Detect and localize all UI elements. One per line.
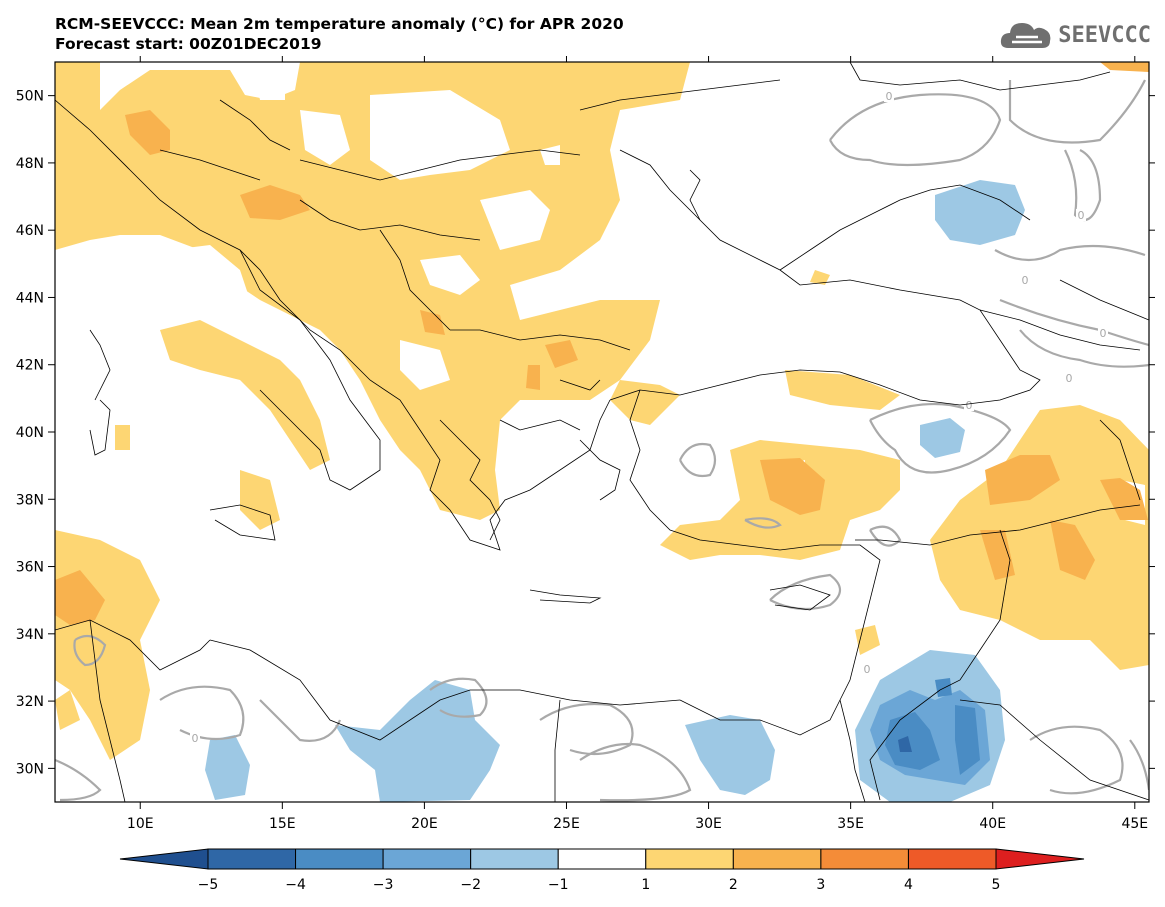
colorbar-segment	[382, 848, 472, 870]
contour-label: 0	[1100, 327, 1107, 340]
colorbar-label: −2	[460, 877, 481, 893]
title-line-1: RCM-SEEVCCC: Mean 2m temperature anomaly…	[55, 15, 624, 33]
y-tick-label: 44N	[16, 290, 44, 306]
cool-anomaly-4-5	[898, 736, 912, 752]
x-tick-label: 40E	[979, 816, 1006, 832]
x-tick-label: 10E	[127, 816, 154, 832]
zero-contours	[55, 79, 1149, 802]
contour-label: 0	[192, 732, 199, 745]
x-tick-label: 45E	[1121, 816, 1148, 832]
colorbar-segment	[820, 848, 909, 870]
title-line-2: Forecast start: 00Z01DEC2019	[55, 35, 322, 53]
map-fields: 0 0 0 0 0 0 0 0	[55, 62, 1149, 802]
y-tick-label: 32N	[16, 694, 44, 710]
colorbar-arrow-low	[119, 848, 209, 870]
colorbar-segment	[732, 848, 822, 870]
y-tick-label: 42N	[16, 358, 44, 374]
y-tick-label: 48N	[16, 156, 44, 172]
logo-text: SEEVCCC	[1058, 22, 1151, 48]
y-tick-label: 38N	[16, 492, 44, 508]
colorbar-label: 3	[816, 877, 825, 893]
colorbar-segment	[645, 848, 734, 870]
coastlines-and-borders	[55, 62, 1149, 802]
y-tick-label: 34N	[16, 627, 44, 643]
colorbar-label: 4	[904, 877, 913, 893]
contour-label: 0	[1066, 372, 1073, 385]
colorbar-arrow-high	[995, 848, 1085, 870]
x-tick-label: 30E	[695, 816, 722, 832]
colorbar-segment	[470, 848, 559, 870]
x-tick-label: 25E	[553, 816, 580, 832]
contour-label: 0	[966, 399, 973, 412]
y-tick-label: 50N	[16, 89, 44, 105]
colorbar-segment	[907, 848, 997, 870]
contour-label: 0	[1078, 209, 1085, 222]
seevccc-logo: SEEVCCC	[1000, 18, 1151, 52]
colorbar-label: −3	[373, 877, 394, 893]
y-tick-label: 46N	[16, 223, 44, 239]
contour-label: 0	[1022, 274, 1029, 287]
x-tick-label: 15E	[269, 816, 296, 832]
x-tick-label: 20E	[411, 816, 438, 832]
colorbar-label: −1	[548, 877, 569, 893]
cloud-icon	[1001, 23, 1051, 48]
colorbar-label: 2	[729, 877, 738, 893]
neutral-holes	[100, 62, 1145, 525]
x-tick-label: 35E	[837, 816, 864, 832]
warm-anomaly-1-2	[55, 62, 1149, 760]
colorbar-label: 1	[641, 877, 650, 893]
contour-label: 0	[886, 90, 893, 103]
colorbar-label: 5	[992, 877, 1001, 893]
contour-label: 0	[864, 663, 871, 676]
y-tick-label: 40N	[16, 425, 44, 441]
y-tick-label: 36N	[16, 560, 44, 576]
colorbar-label: −5	[198, 877, 219, 893]
chart-title: RCM-SEEVCCC: Mean 2m temperature anomaly…	[55, 14, 624, 54]
y-tick-label: 30N	[16, 761, 44, 777]
colorbar-segment	[207, 848, 297, 870]
map-axes: 10E 15E 20E 25E 30E 35E 40E 45E 50N 48N 46N 44N 42N 4…	[16, 56, 1155, 832]
colorbar-label: −4	[285, 877, 306, 893]
colorbar: −5 −4 −3 −2 −1 1 2 3 4 5	[119, 848, 1085, 893]
colorbar-segment	[295, 848, 384, 870]
cool-anomaly-3-4	[885, 678, 980, 775]
colorbar-segment	[557, 848, 647, 870]
contour-zero-labels: 0 0 0 0 0 0 0 0	[190, 90, 1108, 745]
